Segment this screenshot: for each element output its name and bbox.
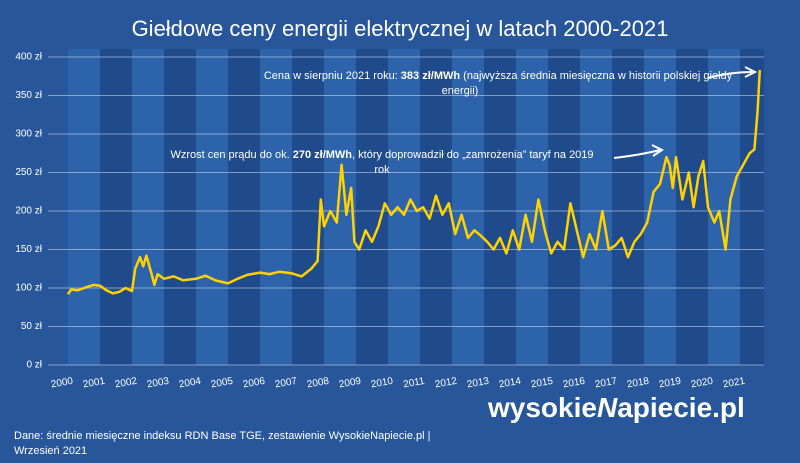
year-stripe xyxy=(548,49,580,365)
year-stripe xyxy=(100,49,132,365)
x-tick-label: 2016 xyxy=(562,376,586,391)
price-line xyxy=(66,70,762,295)
annotation: energii) xyxy=(442,85,479,97)
x-tick-label: 2012 xyxy=(434,376,458,391)
year-stripe xyxy=(164,49,196,365)
year-stripe xyxy=(260,49,292,365)
annotation-text: Cena w sierpniu 2021 roku: xyxy=(264,70,401,82)
x-tick-label: 2005 xyxy=(210,376,234,391)
y-tick-label: 250 zł xyxy=(15,167,42,178)
year-stripe xyxy=(132,49,164,365)
x-tick-label: 2017 xyxy=(594,376,618,391)
year-stripe xyxy=(676,49,708,365)
year-stripe xyxy=(484,49,516,365)
y-tick-label: 50 zł xyxy=(21,321,43,332)
x-tick-label: 2006 xyxy=(242,376,266,391)
logo: wysokieNapiecie.pl xyxy=(487,392,745,423)
year-stripe xyxy=(324,49,356,365)
y-tick-label: 350 zł xyxy=(15,90,42,101)
x-tick-label: 2021 xyxy=(722,376,746,391)
y-tick-label: 300 zł xyxy=(15,129,42,140)
year-stripe xyxy=(708,49,740,365)
x-tick-label: 2008 xyxy=(306,376,330,391)
annotation: Wzrost cen prądu do ok. 270 zł/MWh, któr… xyxy=(170,149,593,161)
x-tick-label: 2018 xyxy=(626,376,650,391)
annotation-text: , który doprowadził do „zamrożenia” tary… xyxy=(352,149,594,161)
year-stripe xyxy=(644,49,676,365)
year-stripe xyxy=(740,49,764,365)
year-stripe xyxy=(292,49,324,365)
x-tick-label: 2010 xyxy=(370,376,394,391)
x-tick-label: 2020 xyxy=(690,376,714,391)
y-tick-label: 400 zł xyxy=(15,52,42,63)
year-stripe xyxy=(68,49,100,365)
x-tick-label: 2002 xyxy=(114,376,138,391)
annotation-text: 383 zł/MWh xyxy=(401,70,461,82)
date: Wrzesień 2021 xyxy=(14,445,87,457)
year-stripe xyxy=(580,49,612,365)
annotation: rok xyxy=(374,164,390,176)
y-tick-label: 100 zł xyxy=(15,283,42,294)
arrow xyxy=(613,149,661,159)
annotation-text: (najwyższa średnia miesięczna w historii… xyxy=(460,70,733,82)
logo-text: apiecie.pl xyxy=(617,392,745,423)
year-stripe xyxy=(196,49,228,365)
year-stripe xyxy=(228,49,260,365)
x-tick-label: 2009 xyxy=(338,376,362,391)
logo-text: wysokie xyxy=(487,392,597,423)
arrow xyxy=(707,71,753,79)
y-tick-label: 200 zł xyxy=(15,206,42,217)
year-stripe xyxy=(612,49,644,365)
source: Dane: średnie miesięczne indeksu RDN Bas… xyxy=(14,430,430,442)
arrow xyxy=(651,144,664,157)
x-tick-label: 2013 xyxy=(466,376,490,391)
chart-title: Giełdowe ceny energii elektrycznej w lat… xyxy=(132,16,669,41)
x-tick-label: 2011 xyxy=(402,376,426,391)
annotation-text: 270 zł/MWh xyxy=(293,149,353,161)
x-tick-label: 2019 xyxy=(658,376,682,391)
year-stripe xyxy=(516,49,548,365)
x-tick-label: 2004 xyxy=(178,376,202,391)
x-tick-label: 2001 xyxy=(82,376,106,391)
x-tick-label: 2007 xyxy=(274,376,298,391)
arrow xyxy=(744,66,758,78)
x-tick-label: 2014 xyxy=(498,376,522,391)
logo-text: N xyxy=(597,392,618,423)
x-tick-label: 2000 xyxy=(50,376,74,391)
y-tick-label: 150 zł xyxy=(15,244,42,255)
annotation: Cena w sierpniu 2021 roku: 383 zł/MWh (n… xyxy=(264,70,733,82)
year-stripe xyxy=(452,49,484,365)
year-stripes xyxy=(68,49,764,365)
x-tick-label: 2003 xyxy=(146,376,170,391)
x-tick-label: 2015 xyxy=(530,376,554,391)
annotation-text: Wzrost cen prądu do ok. xyxy=(170,149,292,161)
y-tick-label: 0 zł xyxy=(26,360,42,371)
